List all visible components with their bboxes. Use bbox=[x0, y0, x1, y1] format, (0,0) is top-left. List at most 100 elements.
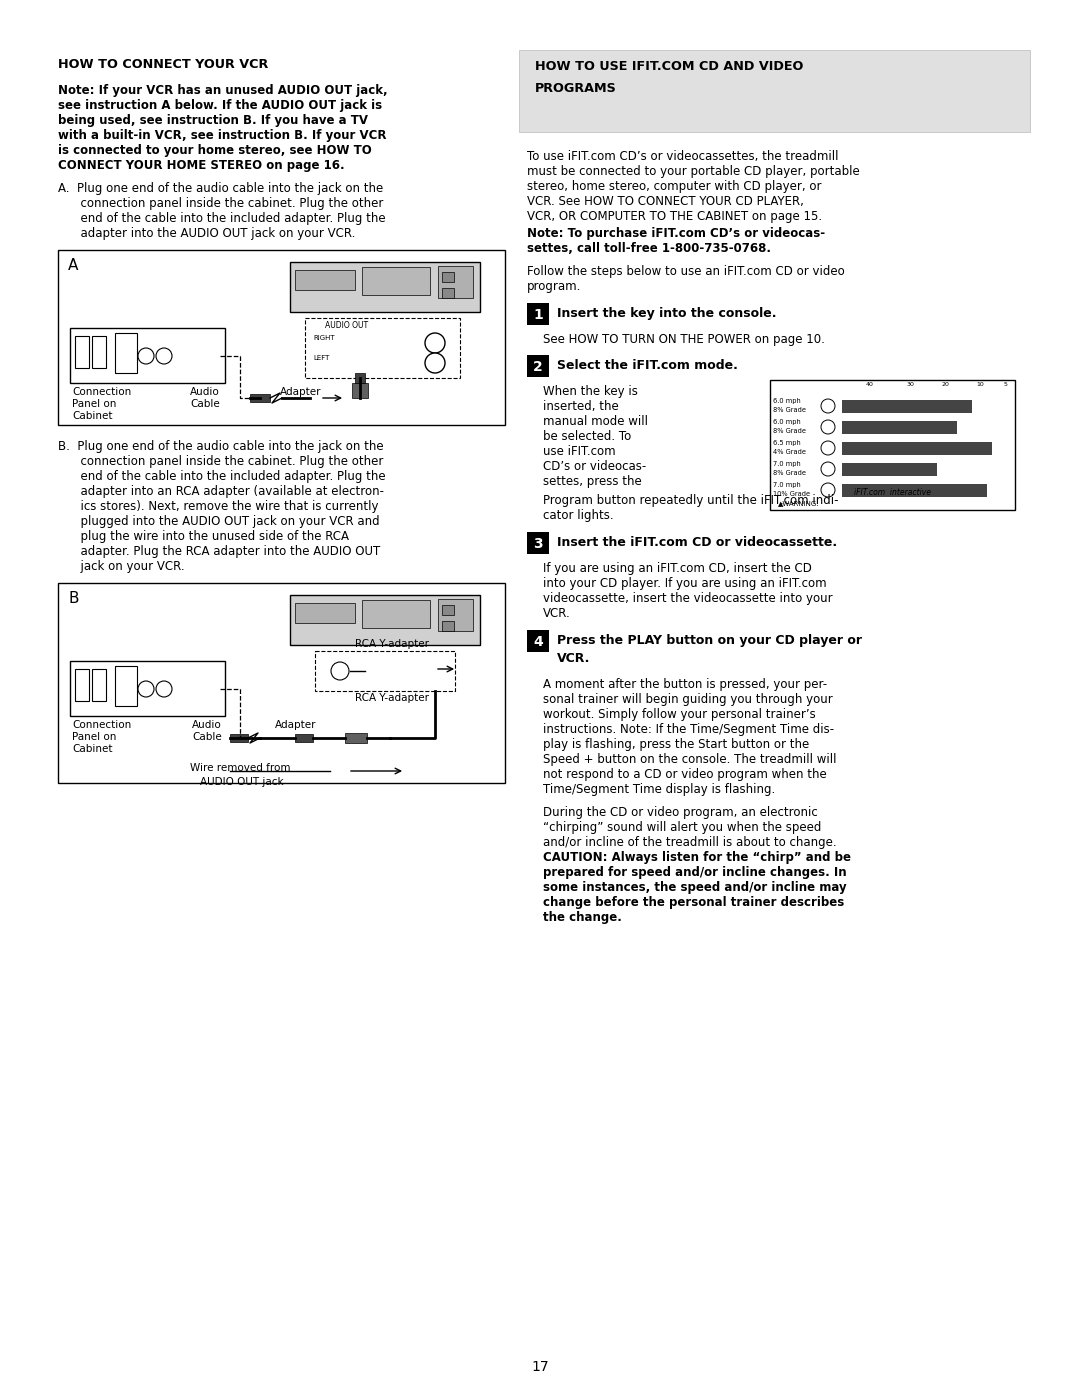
Text: 10% Grade: 10% Grade bbox=[773, 490, 810, 497]
Text: RIGHT: RIGHT bbox=[313, 335, 335, 341]
Text: must be connected to your portable CD player, portable: must be connected to your portable CD pl… bbox=[527, 165, 860, 177]
Text: Panel on: Panel on bbox=[72, 732, 117, 742]
Text: is connected to your home stereo, see HOW TO: is connected to your home stereo, see HO… bbox=[58, 144, 372, 156]
Text: 40: 40 bbox=[866, 381, 874, 387]
Text: B: B bbox=[68, 591, 79, 606]
Text: HOW TO CONNECT YOUR VCR: HOW TO CONNECT YOUR VCR bbox=[58, 59, 268, 71]
Text: iFIT.com  interactive: iFIT.com interactive bbox=[854, 488, 931, 497]
Text: If you are using an iFIT.com CD, insert the CD: If you are using an iFIT.com CD, insert … bbox=[543, 562, 812, 576]
Text: the change.: the change. bbox=[543, 911, 622, 923]
Text: HOW TO USE IFIT.COM CD AND VIDEO: HOW TO USE IFIT.COM CD AND VIDEO bbox=[535, 60, 804, 73]
Bar bbox=[527, 303, 549, 326]
Text: plugged into the AUDIO OUT jack on your VCR and: plugged into the AUDIO OUT jack on your … bbox=[58, 515, 380, 528]
Bar bbox=[527, 532, 549, 555]
Bar bbox=[92, 669, 106, 701]
Text: 6.0 mph: 6.0 mph bbox=[773, 398, 800, 404]
Bar bbox=[770, 380, 1015, 510]
Text: RCA Y-adapter: RCA Y-adapter bbox=[355, 693, 429, 703]
Text: adapter into the AUDIO OUT jack on your VCR.: adapter into the AUDIO OUT jack on your … bbox=[58, 226, 355, 240]
Circle shape bbox=[426, 353, 445, 373]
Bar bbox=[527, 630, 549, 652]
Circle shape bbox=[821, 483, 835, 497]
Text: Speed + button on the console. The treadmill will: Speed + button on the console. The tread… bbox=[543, 753, 837, 766]
Circle shape bbox=[138, 680, 154, 697]
Text: CAUTION: Always listen for the “chirp” and be: CAUTION: Always listen for the “chirp” a… bbox=[543, 851, 851, 863]
Text: end of the cable into the included adapter. Plug the: end of the cable into the included adapt… bbox=[58, 212, 386, 225]
Text: ▲WARNING:: ▲WARNING: bbox=[778, 500, 820, 506]
Bar bbox=[295, 733, 313, 742]
Bar bbox=[70, 328, 225, 383]
Text: Cabinet: Cabinet bbox=[72, 745, 112, 754]
Text: 6.0 mph: 6.0 mph bbox=[773, 419, 800, 425]
Bar bbox=[519, 50, 1030, 131]
Bar bbox=[527, 355, 549, 377]
Bar bbox=[92, 337, 106, 367]
Text: change before the personal trainer describes: change before the personal trainer descr… bbox=[543, 895, 845, 909]
Circle shape bbox=[156, 348, 172, 365]
Circle shape bbox=[821, 462, 835, 476]
Circle shape bbox=[138, 348, 154, 365]
Text: Select the iFIT.com mode.: Select the iFIT.com mode. bbox=[557, 359, 738, 372]
Text: 4: 4 bbox=[534, 636, 543, 650]
Text: 6.5 mph: 6.5 mph bbox=[773, 440, 800, 446]
Bar bbox=[355, 373, 365, 383]
Bar bbox=[295, 270, 355, 291]
Text: Cable: Cable bbox=[190, 400, 219, 409]
Text: VCR, OR COMPUTER TO THE CABINET on page 15.: VCR, OR COMPUTER TO THE CABINET on page … bbox=[527, 210, 822, 224]
Text: 1: 1 bbox=[534, 307, 543, 321]
Text: 8% Grade: 8% Grade bbox=[773, 469, 806, 476]
Text: videocassette, insert the videocassette into your: videocassette, insert the videocassette … bbox=[543, 592, 833, 605]
Text: instructions. Note: If the Time/Segment Time dis-: instructions. Note: If the Time/Segment … bbox=[543, 724, 834, 736]
Text: Wire removed from: Wire removed from bbox=[190, 763, 291, 773]
Text: inserted, the: inserted, the bbox=[543, 400, 619, 414]
Text: CONNECT YOUR HOME STEREO on page 16.: CONNECT YOUR HOME STEREO on page 16. bbox=[58, 159, 345, 172]
Text: Note: If your VCR has an unused AUDIO OUT jack,: Note: If your VCR has an unused AUDIO OU… bbox=[58, 84, 388, 96]
Bar bbox=[291, 263, 480, 312]
Bar bbox=[75, 669, 89, 701]
Bar bbox=[75, 337, 89, 367]
Text: Cable: Cable bbox=[192, 732, 221, 742]
Bar bbox=[438, 265, 473, 298]
Text: 7.0 mph: 7.0 mph bbox=[773, 461, 800, 467]
Bar bbox=[352, 383, 368, 398]
Text: some instances, the speed and/or incline may: some instances, the speed and/or incline… bbox=[543, 882, 847, 894]
Text: workout. Simply follow your personal trainer’s: workout. Simply follow your personal tra… bbox=[543, 708, 815, 721]
Text: stereo, home stereo, computer with CD player, or: stereo, home stereo, computer with CD pl… bbox=[527, 180, 822, 193]
Text: manual mode will: manual mode will bbox=[543, 415, 648, 427]
Text: see instruction A below. If the AUDIO OUT jack is: see instruction A below. If the AUDIO OU… bbox=[58, 99, 382, 112]
Text: 3: 3 bbox=[534, 536, 543, 550]
Text: During the CD or video program, an electronic: During the CD or video program, an elect… bbox=[543, 806, 818, 819]
Text: 10: 10 bbox=[976, 381, 984, 387]
Bar bbox=[305, 319, 460, 379]
Bar bbox=[442, 605, 454, 615]
Text: Press the PLAY button on your CD player or: Press the PLAY button on your CD player … bbox=[557, 634, 862, 647]
Text: Insert the key into the console.: Insert the key into the console. bbox=[557, 307, 777, 320]
Text: 4% Grade: 4% Grade bbox=[773, 448, 806, 455]
Bar bbox=[442, 622, 454, 631]
Bar bbox=[345, 733, 367, 743]
Bar bbox=[842, 400, 972, 414]
Text: VCR.: VCR. bbox=[557, 652, 591, 665]
Text: 2: 2 bbox=[534, 360, 543, 374]
Text: connection panel inside the cabinet. Plug the other: connection panel inside the cabinet. Plu… bbox=[58, 197, 383, 210]
Text: To use iFIT.com CD’s or videocassettes, the treadmill: To use iFIT.com CD’s or videocassettes, … bbox=[527, 149, 838, 163]
Text: 8% Grade: 8% Grade bbox=[773, 407, 806, 414]
Text: Follow the steps below to use an iFIT.com CD or video: Follow the steps below to use an iFIT.co… bbox=[527, 265, 845, 278]
Circle shape bbox=[156, 680, 172, 697]
Circle shape bbox=[330, 662, 349, 680]
Text: 8% Grade: 8% Grade bbox=[773, 427, 806, 434]
Bar bbox=[842, 420, 957, 434]
Text: Audio: Audio bbox=[192, 719, 221, 731]
Text: 30: 30 bbox=[906, 381, 914, 387]
Text: being used, see instruction B. If you have a TV: being used, see instruction B. If you ha… bbox=[58, 115, 368, 127]
Text: Cabinet: Cabinet bbox=[72, 411, 112, 420]
Text: prepared for speed and/or incline changes. In: prepared for speed and/or incline change… bbox=[543, 866, 847, 879]
Text: A: A bbox=[68, 258, 79, 272]
Text: 7.0 mph: 7.0 mph bbox=[773, 482, 800, 488]
Text: “chirping” sound will alert you when the speed: “chirping” sound will alert you when the… bbox=[543, 821, 822, 834]
Text: Insert the iFIT.com CD or videocassette.: Insert the iFIT.com CD or videocassette. bbox=[557, 536, 837, 549]
Bar bbox=[114, 332, 137, 373]
Circle shape bbox=[426, 332, 445, 353]
Text: 5: 5 bbox=[1003, 381, 1007, 387]
Text: use iFIT.com: use iFIT.com bbox=[543, 446, 616, 458]
